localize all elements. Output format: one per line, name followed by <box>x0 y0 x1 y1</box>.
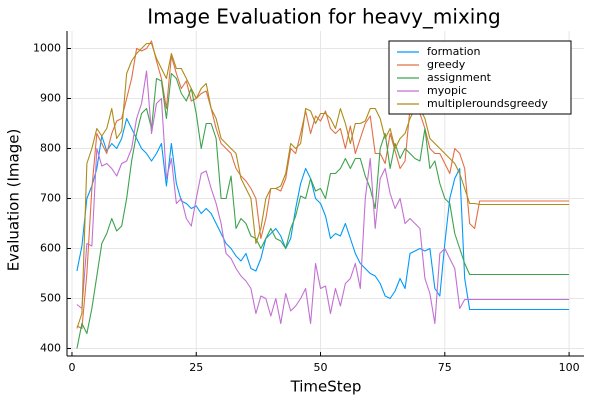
legend-label-assignment: assignment <box>427 71 492 84</box>
legend-label-formation: formation <box>427 45 480 58</box>
legend-box <box>388 40 572 115</box>
x-tick-label: 100 <box>559 361 580 374</box>
legend-label-multipleroundsgreedy: multipleroundsgreedy <box>427 97 548 110</box>
y-tick-label: 900 <box>40 92 61 105</box>
axes <box>66 31 584 357</box>
tick-labels: 0 25 50 75 100 400 500 600 700 800 900 1000 <box>33 42 580 375</box>
y-tick-label: 800 <box>40 142 61 155</box>
y-tick-label: 1000 <box>33 42 61 55</box>
legend-label-myopic: myopic <box>427 84 467 97</box>
y-tick-label: 700 <box>40 192 61 205</box>
series-line-assignment <box>76 72 570 349</box>
x-axis-title: TimeStep <box>290 378 362 396</box>
chart-title: Image Evaluation for heavy_mixing <box>147 5 500 29</box>
series-line-myopic <box>76 70 570 325</box>
legend-label-greedy: greedy <box>427 58 466 71</box>
x-tick-label: 75 <box>438 361 452 374</box>
y-axis-title: Evaluation (Image) <box>5 129 23 272</box>
y-tick-label: 500 <box>40 292 61 305</box>
y-tick-label: 600 <box>40 242 61 255</box>
x-tick-label: 0 <box>68 361 75 374</box>
x-tick-label: 25 <box>189 361 203 374</box>
legend: formationgreedyassignmentmyopicmultipler… <box>388 40 572 115</box>
series-line-formation <box>76 117 570 311</box>
x-tick-label: 50 <box>314 361 328 374</box>
y-tick-label: 400 <box>40 342 61 355</box>
